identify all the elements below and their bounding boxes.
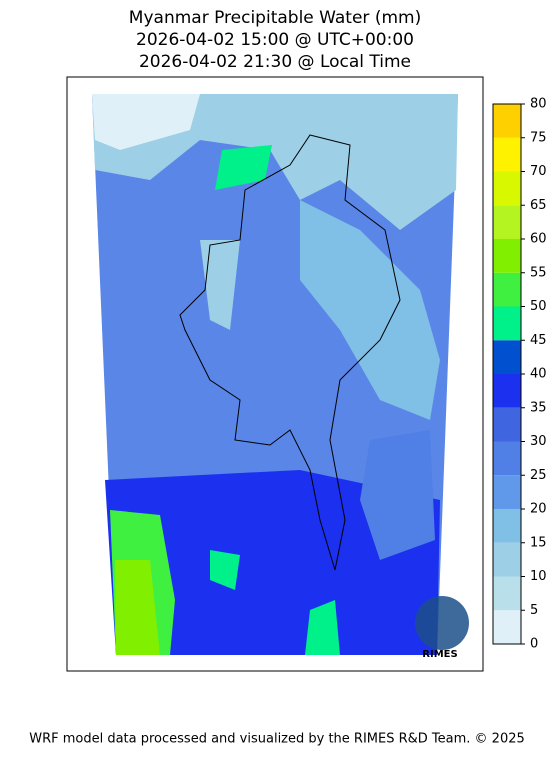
colorbar-bin	[493, 340, 521, 374]
colorbar-tick-label: 0	[530, 637, 538, 652]
colorbar-tick-label: 65	[530, 198, 547, 213]
colorbar-bin	[493, 509, 521, 543]
colorbar-tick-label: 50	[530, 299, 547, 314]
colorbar-bin	[493, 171, 521, 206]
colorbar-bin	[493, 306, 521, 341]
logo-text: RIMES	[422, 649, 457, 660]
colorbar-bin	[493, 407, 521, 442]
colorbar-bin	[493, 610, 521, 644]
footer: WRF model data processed and visualized …	[29, 732, 525, 747]
title-line: 2026-04-02 15:00 @ UTC+00:00	[136, 30, 414, 50]
colorbar-bin	[493, 272, 521, 307]
colorbar-tick-label: 75	[530, 130, 547, 145]
colorbar-tick-label: 5	[530, 603, 538, 618]
colorbar-tick-label: 80	[530, 97, 547, 112]
map: RIMES	[66, 76, 484, 672]
colorbar-bin	[493, 542, 521, 577]
colorbar-tick-label: 40	[530, 367, 547, 382]
colorbar-bin	[493, 441, 521, 476]
colorbar-tick-label: 55	[530, 265, 547, 280]
colorbar-bin	[493, 576, 521, 611]
colorbar-tick-label: 10	[530, 569, 547, 584]
colorbar-tick-label: 60	[530, 232, 547, 247]
colorbar-tick-label: 15	[530, 535, 547, 550]
colorbar-bin	[493, 137, 521, 172]
colorbar-bin	[493, 104, 521, 138]
colorbar-bin	[493, 239, 521, 273]
colorbar-bin	[493, 374, 521, 408]
colorbar-tick-label: 25	[530, 468, 547, 483]
colorbar-tick-label: 35	[530, 400, 547, 415]
colorbar-tick-label: 30	[530, 434, 547, 449]
colorbar-tick-label: 70	[530, 164, 547, 179]
colorbar-tick-label: 20	[530, 502, 547, 517]
colorbar-bin	[493, 475, 521, 509]
title-line: Myanmar Precipitable Water (mm)	[129, 8, 421, 28]
title-line: 2026-04-02 21:30 @ Local Time	[139, 52, 411, 72]
colorbar-bin	[493, 205, 521, 239]
colorbar-tick-label: 45	[530, 333, 547, 348]
